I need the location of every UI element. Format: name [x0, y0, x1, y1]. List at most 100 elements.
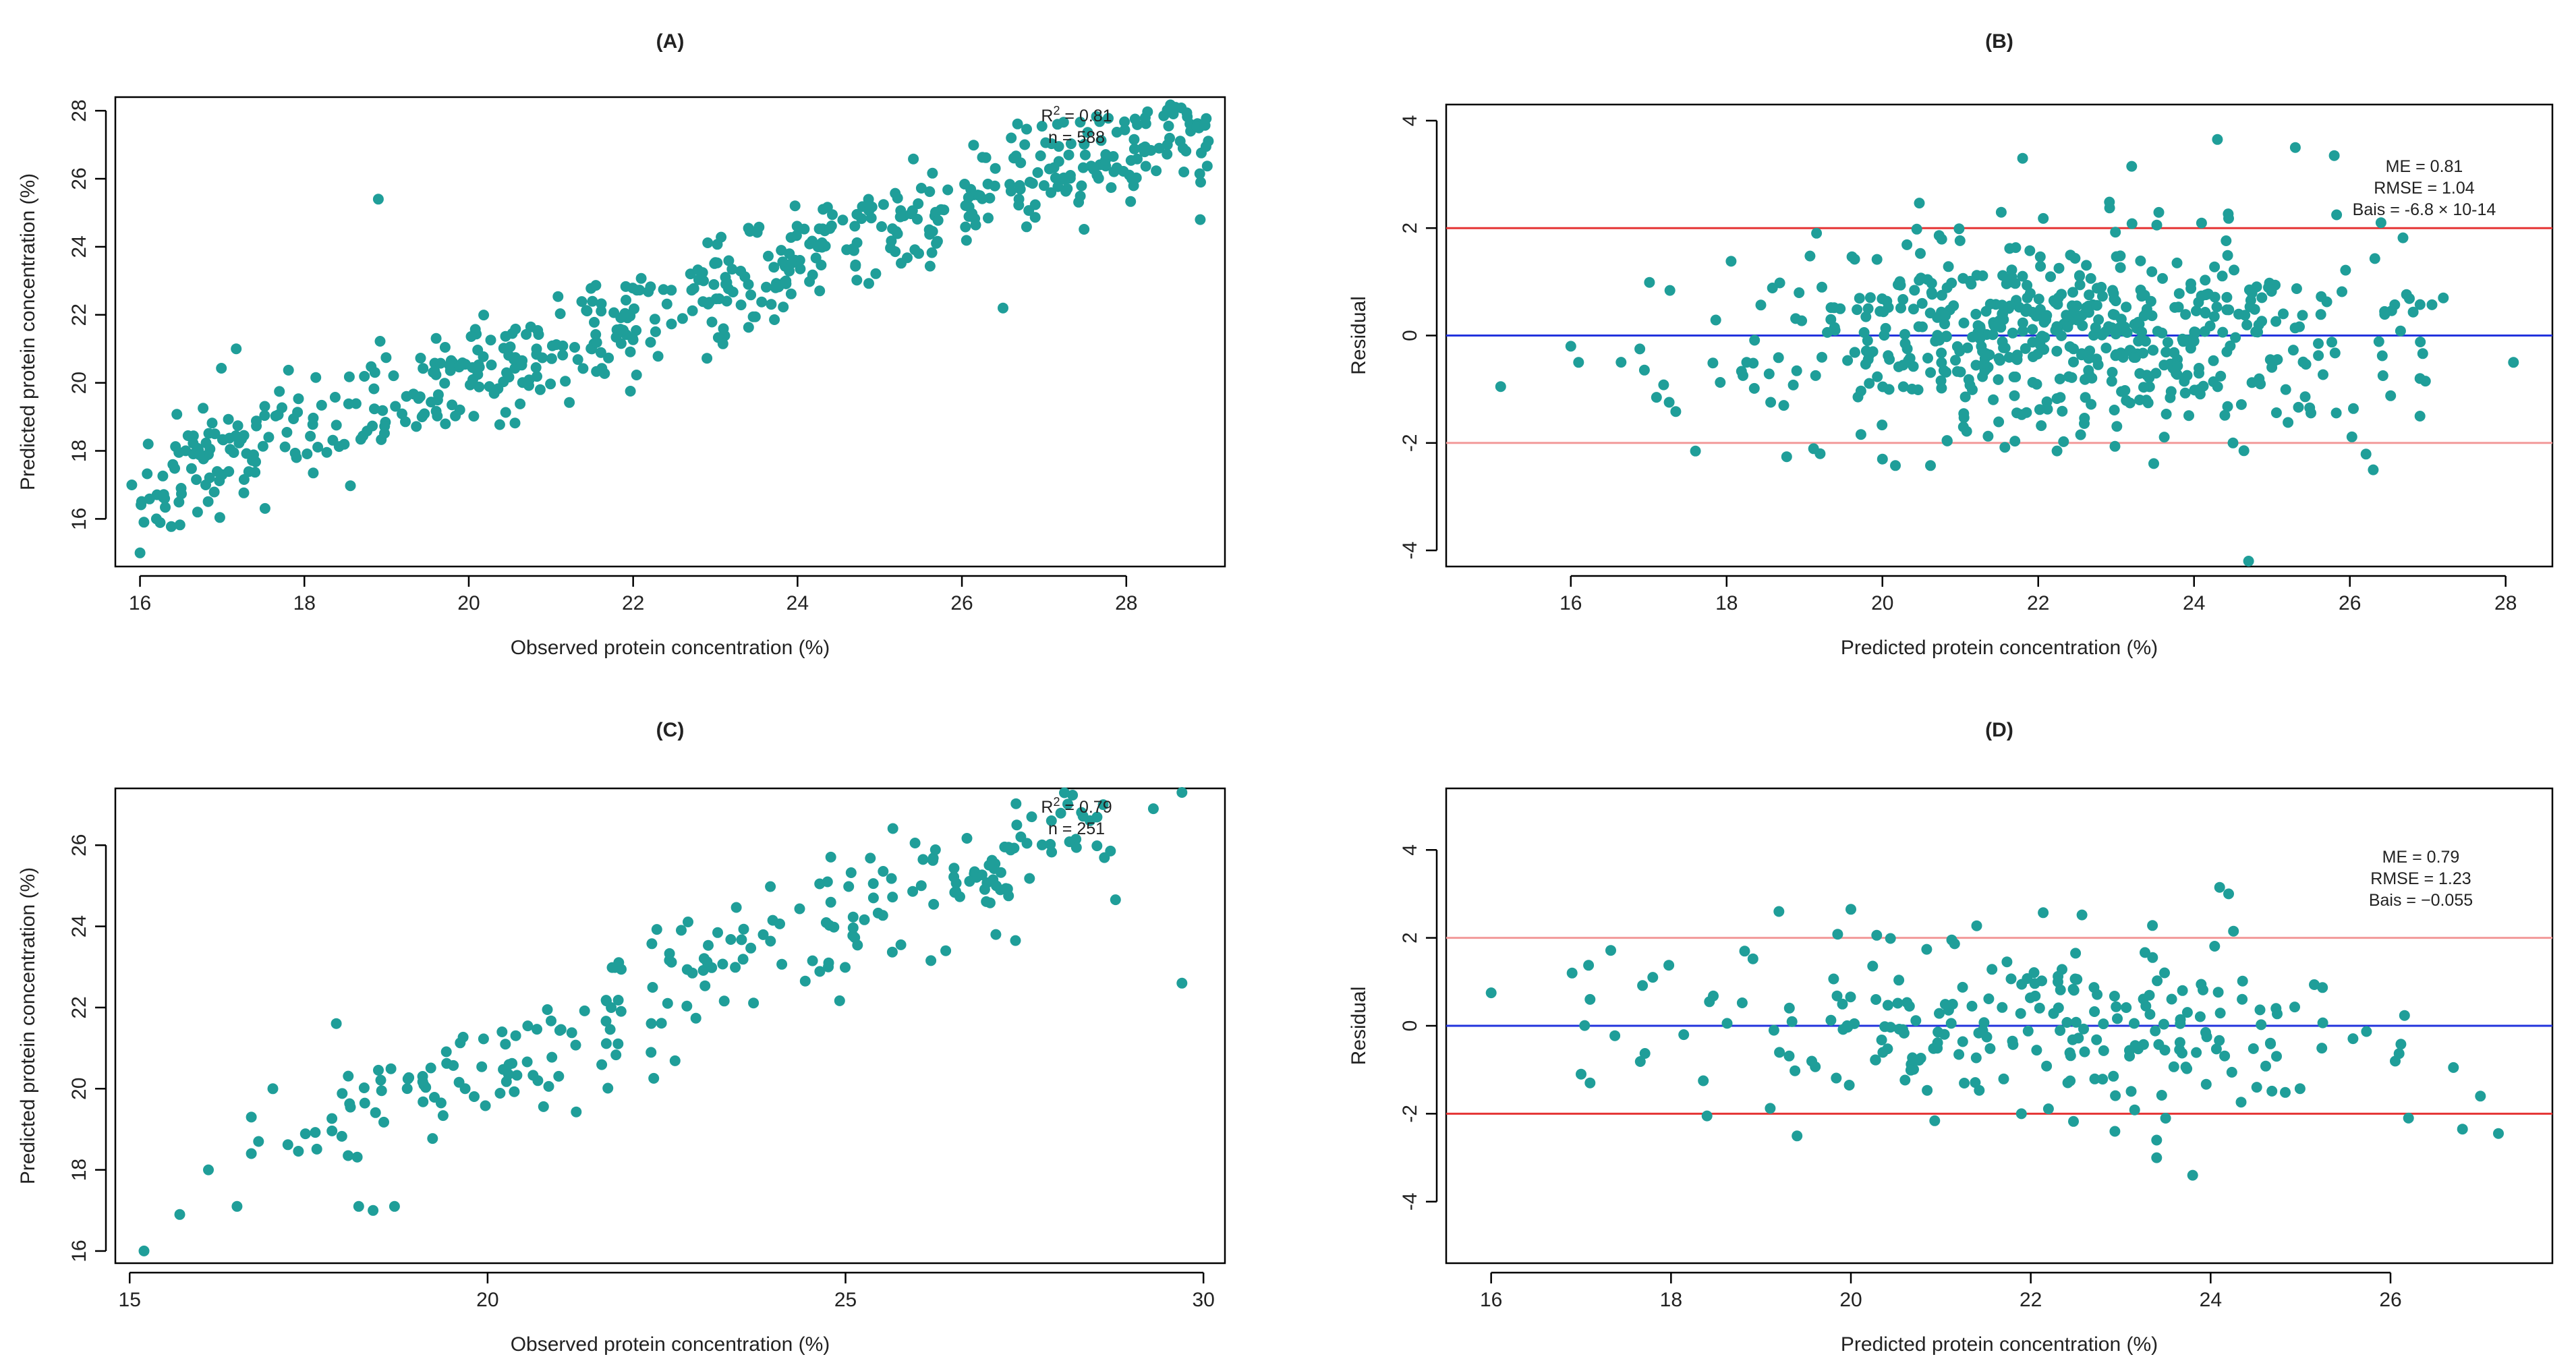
- data-point: [1579, 1020, 1591, 1031]
- data-point: [2172, 360, 2183, 372]
- data-point: [1941, 330, 1952, 342]
- data-point: [2017, 317, 2028, 328]
- data-point: [2008, 371, 2020, 382]
- data-point: [533, 329, 544, 340]
- data-point: [1638, 364, 1650, 376]
- data-point: [377, 405, 389, 416]
- data-point: [375, 1074, 387, 1086]
- data-point: [1899, 328, 1910, 340]
- data-point: [2193, 297, 2204, 308]
- data-point: [577, 363, 589, 374]
- data-point: [2061, 1017, 2073, 1028]
- data-point: [2084, 289, 2095, 301]
- data-point: [369, 403, 380, 415]
- data-point: [908, 153, 919, 165]
- data-point: [1032, 167, 1043, 178]
- data-point: [1911, 223, 1922, 235]
- data-point: [192, 506, 203, 518]
- data-point: [2065, 1075, 2076, 1086]
- y-axis-label: Residual: [1348, 296, 1370, 375]
- data-point: [2289, 322, 2301, 334]
- data-point: [1864, 292, 1876, 303]
- data-point: [2115, 250, 2126, 262]
- data-point: [2146, 310, 2158, 322]
- data-point: [743, 322, 754, 333]
- data-point: [267, 1083, 279, 1095]
- data-point: [1872, 371, 1883, 382]
- data-point: [1858, 327, 1870, 338]
- data-point: [2029, 978, 2040, 989]
- data-point: [435, 357, 447, 369]
- data-point: [165, 521, 177, 532]
- data-point: [2293, 401, 2304, 413]
- data-point: [1485, 987, 1497, 999]
- data-point: [542, 1004, 553, 1015]
- data-point: [1615, 357, 1627, 368]
- x-tick-label: 22: [622, 592, 644, 614]
- data-point: [650, 326, 661, 337]
- data-point: [510, 1030, 521, 1041]
- data-point: [840, 962, 851, 973]
- data-point: [2376, 350, 2388, 361]
- data-point: [357, 430, 369, 442]
- data-point: [850, 260, 861, 272]
- data-point: [2225, 340, 2236, 351]
- data-point: [1151, 165, 1162, 177]
- data-point: [2263, 282, 2274, 293]
- data-point: [1013, 194, 1025, 205]
- data-point: [231, 343, 242, 355]
- data-point: [223, 413, 234, 425]
- data-point: [1867, 960, 1879, 972]
- data-point: [625, 310, 636, 322]
- data-point: [2036, 420, 2047, 432]
- stat-text: RMSE = 1.04: [2374, 179, 2474, 198]
- data-point: [2228, 925, 2239, 937]
- data-point: [2162, 337, 2173, 348]
- data-point: [372, 194, 384, 205]
- data-point: [413, 393, 424, 404]
- data-point: [2055, 1025, 2066, 1036]
- data-point: [1005, 185, 1017, 197]
- panel-title: (B): [1985, 30, 2013, 53]
- data-point: [2109, 293, 2120, 305]
- data-point: [2316, 291, 2327, 302]
- data-point: [2250, 326, 2262, 337]
- data-point: [174, 519, 185, 531]
- data-point: [824, 223, 836, 234]
- panel-a: (A) 16 18 20 22 24 26 28 16 18 20 22 24 26 28 Observed …: [17, 30, 1226, 659]
- data-point: [1901, 239, 1913, 250]
- data-point: [142, 468, 153, 480]
- data-point: [345, 1101, 356, 1113]
- data-point: [646, 1018, 657, 1029]
- data-point: [596, 306, 607, 317]
- data-point: [374, 336, 386, 347]
- data-point: [1099, 852, 1110, 863]
- data-point: [1014, 180, 1025, 191]
- data-point: [814, 285, 826, 297]
- data-point: [1201, 113, 1212, 124]
- data-point: [1948, 300, 1959, 312]
- stat-text: Bais = -6.8 × 10-14: [2353, 200, 2496, 219]
- stat-superscript: 2: [1053, 104, 1060, 117]
- data-point: [293, 393, 304, 405]
- data-point: [2360, 448, 2372, 460]
- x-tick-label: 16: [1480, 1289, 1502, 1311]
- data-point: [1914, 198, 1925, 209]
- data-point: [2254, 1004, 2266, 1016]
- stat-annotation: n = 251: [1048, 819, 1105, 838]
- data-point: [702, 353, 713, 364]
- y-tick-label: -4: [1399, 1192, 1421, 1211]
- data-point: [1003, 842, 1014, 853]
- data-point: [1882, 999, 1893, 1011]
- data-point: [2194, 384, 2206, 395]
- data-point: [2212, 987, 2224, 998]
- data-point: [1816, 351, 1827, 363]
- data-point: [176, 488, 187, 500]
- data-point: [2135, 255, 2146, 266]
- data-point: [1977, 371, 1988, 382]
- data-point: [1790, 313, 1802, 324]
- data-point: [2082, 349, 2093, 360]
- data-point: [1195, 177, 1206, 188]
- data-point: [2219, 1050, 2231, 1062]
- data-point: [2158, 359, 2170, 371]
